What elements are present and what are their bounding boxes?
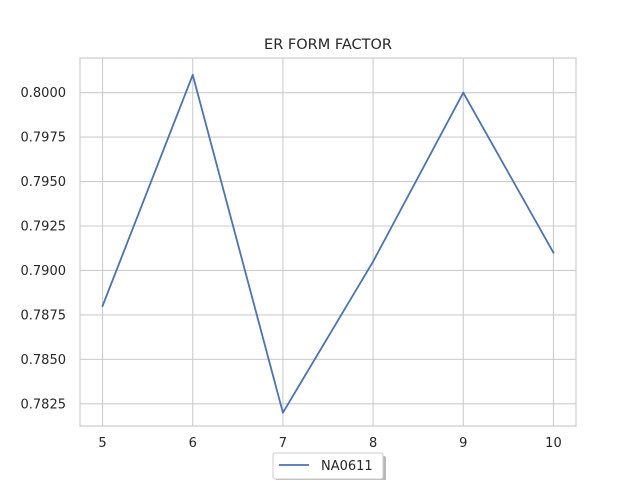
grid-lines [80,58,576,426]
legend-label: NA0611 [321,459,373,474]
data-point [372,260,374,263]
y-tick-label: 0.7850 [21,353,67,368]
legend: NA0611 [272,452,386,482]
legend-box [272,452,384,480]
plot-frame [79,57,577,427]
y-tick-label: 0.7925 [21,220,67,235]
series-layer [101,73,555,414]
x-tick-label: 7 [279,436,287,451]
y-tick-label: 0.7975 [21,131,67,146]
series-line-0 [101,73,555,414]
y-tick-labels: 0.7825 0.7850 0.7875 0.7900 0.7925 0.7950 0.79… [21,86,67,412]
x-tick-label: 8 [369,436,377,451]
data-point [552,251,555,254]
y-tick-label: 0.8000 [21,86,67,101]
data-point [282,411,284,414]
x-tick-label: 6 [189,436,197,451]
data-point [101,305,104,307]
y-tick-label: 0.7875 [21,308,67,323]
x-tick-labels: 5 6 7 8 9 10 [98,436,561,451]
y-tick-label: 0.7950 [21,175,67,190]
y-tick-label: 0.7825 [21,397,67,412]
x-tick-label: 9 [459,436,467,451]
data-point [462,91,465,94]
data-point [191,73,194,76]
x-tick-label: 10 [545,436,562,451]
x-tick-label: 5 [98,436,106,451]
y-tick-label: 0.7900 [21,264,67,279]
chart-title: ER FORM FACTOR [264,37,392,53]
